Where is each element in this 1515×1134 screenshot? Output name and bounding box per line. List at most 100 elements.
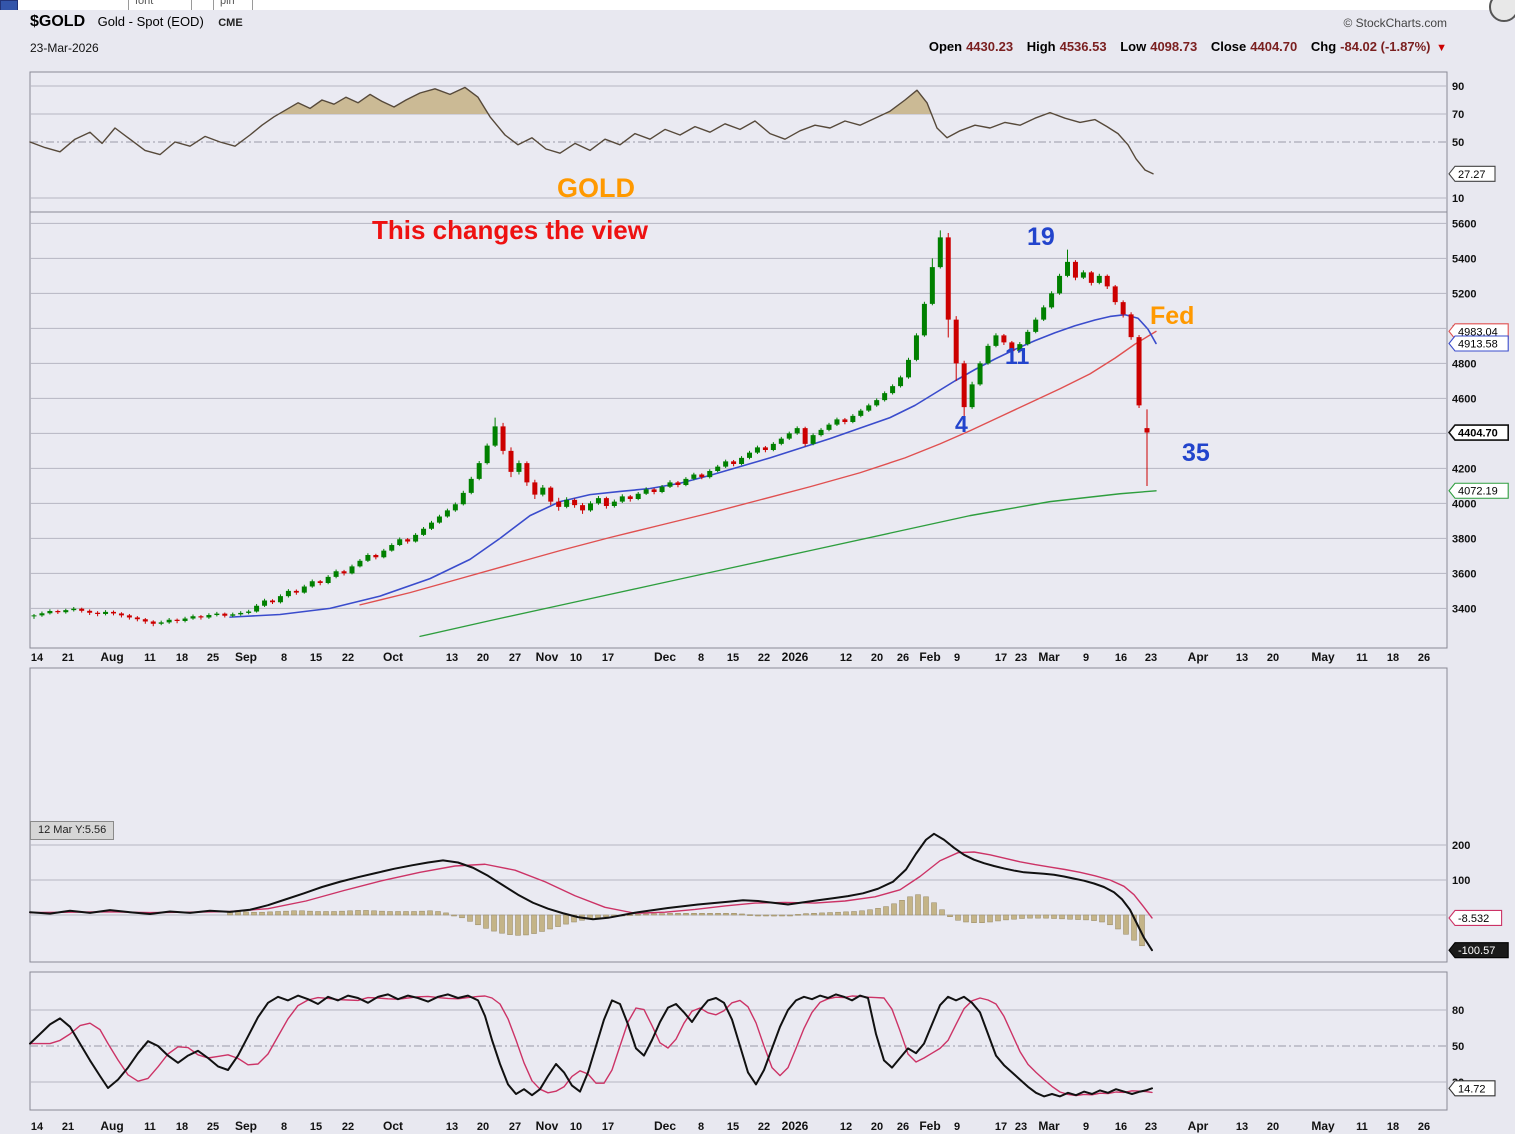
svg-text:13: 13: [446, 1121, 458, 1133]
svg-text:9: 9: [1083, 652, 1089, 664]
svg-text:26: 26: [897, 1121, 909, 1133]
svg-text:4600: 4600: [1452, 393, 1476, 405]
svg-text:2026: 2026: [782, 650, 809, 664]
svg-text:10: 10: [570, 652, 582, 664]
svg-text:200: 200: [1452, 840, 1470, 852]
svg-text:Sep: Sep: [235, 650, 257, 664]
svg-text:Mar: Mar: [1038, 1119, 1060, 1133]
svg-text:4913.58: 4913.58: [1458, 338, 1498, 350]
svg-text:21: 21: [62, 1121, 74, 1133]
price-panel: 5600540052005000480046004400420040003800…: [30, 218, 1509, 638]
ma-green: [419, 490, 1157, 638]
svg-text:23: 23: [1015, 652, 1027, 664]
svg-text:Nov: Nov: [536, 1119, 559, 1133]
circular-button-icon[interactable]: [1489, 0, 1515, 22]
svg-text:3800: 3800: [1452, 533, 1476, 545]
svg-text:80: 80: [1452, 1005, 1464, 1017]
svg-text:13: 13: [1236, 1121, 1248, 1133]
svg-text:20: 20: [1267, 1121, 1279, 1133]
svg-text:22: 22: [342, 652, 354, 664]
svg-text:23: 23: [1145, 1121, 1157, 1133]
svg-text:10: 10: [1452, 193, 1464, 205]
svg-text:2026: 2026: [782, 1119, 809, 1133]
svg-text:90: 90: [1452, 81, 1464, 93]
svg-text:8: 8: [698, 652, 704, 664]
svg-text:17: 17: [995, 652, 1007, 664]
svg-text:70: 70: [1452, 109, 1464, 121]
ma-blue: [229, 313, 1157, 618]
svg-text:27.27: 27.27: [1458, 169, 1486, 181]
svg-text:16: 16: [1115, 652, 1127, 664]
svg-text:22: 22: [758, 1121, 770, 1133]
svg-text:100: 100: [1452, 875, 1470, 887]
svg-text:18: 18: [176, 652, 188, 664]
svg-text:5400: 5400: [1452, 253, 1476, 265]
svg-text:20: 20: [477, 1121, 489, 1133]
svg-text:25: 25: [207, 652, 219, 664]
svg-text:15: 15: [310, 1121, 322, 1133]
svg-text:5600: 5600: [1452, 218, 1476, 230]
svg-text:18: 18: [1387, 1121, 1399, 1133]
svg-text:Mar: Mar: [1038, 650, 1060, 664]
svg-text:4404.70: 4404.70: [1458, 428, 1498, 440]
svg-text:15: 15: [727, 652, 739, 664]
svg-text:Dec: Dec: [654, 650, 676, 664]
candlestick-series: [31, 230, 1150, 627]
svg-text:23: 23: [1015, 1121, 1027, 1133]
svg-text:22: 22: [758, 652, 770, 664]
svg-text:17: 17: [602, 652, 614, 664]
svg-text:9: 9: [954, 652, 960, 664]
svg-text:-8.532: -8.532: [1458, 913, 1489, 925]
svg-text:5200: 5200: [1452, 288, 1476, 300]
svg-text:13: 13: [1236, 652, 1248, 664]
svg-text:Apr: Apr: [1188, 1119, 1209, 1133]
svg-text:22: 22: [342, 1121, 354, 1133]
x-axis-labels: 14 21 Aug 11 18 25 Sep 8 15 22 Oct 13 20 27 Nov 10 17 Dec…: [31, 650, 1430, 1133]
svg-text:21: 21: [62, 652, 74, 664]
svg-text:23: 23: [1145, 652, 1157, 664]
svg-text:20: 20: [477, 652, 489, 664]
svg-text:26: 26: [897, 652, 909, 664]
svg-text:Apr: Apr: [1188, 650, 1209, 664]
svg-text:May: May: [1311, 1119, 1335, 1133]
pin-box[interactable]: pin: [213, 0, 253, 10]
momentum-panel: 200 100 -8.532 -100.57: [29, 832, 1509, 959]
svg-text:9: 9: [954, 1121, 960, 1133]
svg-text:8: 8: [698, 1121, 704, 1133]
svg-text:Sep: Sep: [235, 1119, 257, 1133]
svg-text:Aug: Aug: [100, 1119, 123, 1133]
svg-text:18: 18: [1387, 652, 1399, 664]
svg-text:50: 50: [1452, 1041, 1464, 1053]
ma-red: [359, 330, 1157, 606]
svg-text:11: 11: [144, 652, 156, 664]
upper-oscillator-panel: 90 70 50 10 27.27: [29, 81, 1496, 205]
svg-text:May: May: [1311, 650, 1335, 664]
svg-text:Oct: Oct: [383, 1119, 403, 1133]
svg-text:8: 8: [281, 1121, 287, 1133]
svg-text:18: 18: [176, 1121, 188, 1133]
svg-text:3600: 3600: [1452, 568, 1476, 580]
svg-text:14: 14: [31, 652, 44, 664]
svg-text:27: 27: [509, 652, 521, 664]
svg-text:12: 12: [840, 652, 852, 664]
svg-text:11: 11: [1356, 1121, 1368, 1133]
svg-text:Dec: Dec: [654, 1119, 676, 1133]
toolbar-button-icon[interactable]: [0, 0, 18, 10]
svg-text:20: 20: [871, 1121, 883, 1133]
svg-text:26: 26: [1418, 652, 1430, 664]
svg-text:Aug: Aug: [100, 650, 123, 664]
svg-text:-100.57: -100.57: [1458, 945, 1495, 957]
browser-toolbar-fragment: font pin: [0, 0, 1515, 10]
svg-text:9: 9: [1083, 1121, 1089, 1133]
svg-text:4800: 4800: [1452, 358, 1476, 370]
histogram-series: [227, 894, 1145, 947]
svg-text:4200: 4200: [1452, 463, 1476, 475]
svg-text:15: 15: [310, 652, 322, 664]
svg-text:17: 17: [602, 1121, 614, 1133]
font-box[interactable]: font: [128, 0, 192, 10]
svg-text:12: 12: [840, 1121, 852, 1133]
svg-text:20: 20: [1267, 652, 1279, 664]
svg-text:3400: 3400: [1452, 603, 1476, 615]
svg-text:4000: 4000: [1452, 498, 1476, 510]
